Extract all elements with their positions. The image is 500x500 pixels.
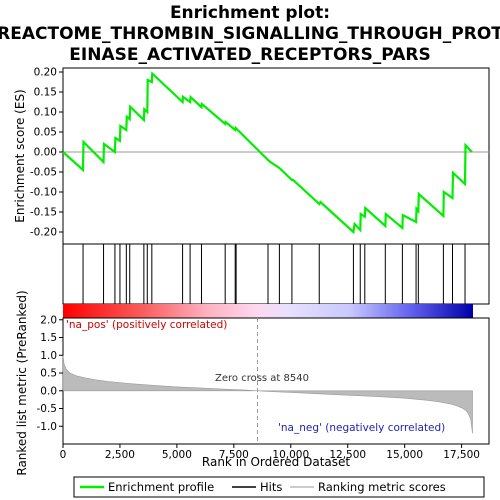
es-y-ticks: 0.20 0.15 0.10 0.05 0.00 -0.05 -0.10 -0.15 -0.20 xyxy=(30,67,63,239)
metric-y-ticks: 2.0 1.5 1.0 0.5 0.0 -0.5 -1.0 xyxy=(37,314,63,433)
es-y-tick-label: 0.05 xyxy=(34,127,57,139)
zero-cross-label: Zero cross at 8540 xyxy=(215,373,309,384)
hits-panel-frame xyxy=(62,243,490,305)
es-y-tick-label: -0.15 xyxy=(30,207,57,219)
chart-title-line-1: Enrichment plot: xyxy=(170,3,330,23)
es-y-axis-label: Enrichment score (ES) xyxy=(13,89,27,222)
chart-title-line-2: REACTOME_THROMBIN_SIGNALLING_THROUGH_PRO… xyxy=(0,24,500,44)
x-tick-label: 15,000 xyxy=(386,449,423,461)
x-tick-label: 10,000 xyxy=(272,449,309,461)
metric-y-tick-label: 0.5 xyxy=(40,368,57,380)
x-tick-label: 5,000 xyxy=(162,449,192,461)
x-tick-label: 17,500 xyxy=(443,449,480,461)
metric-y-tick-label: -0.5 xyxy=(37,403,58,415)
metric-y-tick-label: 0.0 xyxy=(40,385,57,397)
es-y-tick-label: -0.05 xyxy=(30,167,57,179)
chart-title-line-3: EINASE_ACTIVATED_RECEPTORS_PARS xyxy=(69,45,430,65)
ranking-metric-area xyxy=(62,355,473,434)
es-y-tick-label: 0.20 xyxy=(34,67,57,79)
metric-y-tick-label: 1.0 xyxy=(40,350,57,362)
x-tick-label: 2,500 xyxy=(105,449,135,461)
legend-enrichment-label: Enrichment profile xyxy=(108,480,214,494)
x-tick-label: 0 xyxy=(60,449,67,461)
positive-correlation-label: 'na_pos' (positively correlated) xyxy=(66,319,227,331)
metric-y-tick-label: 2.0 xyxy=(40,314,57,326)
enrichment-profile-line xyxy=(62,71,473,235)
hits-markers xyxy=(82,244,466,304)
metric-y-tick-label: -1.0 xyxy=(37,421,58,433)
negative-correlation-label: 'na_neg' (negatively correlated) xyxy=(278,422,445,434)
rank-color-bar xyxy=(63,304,473,318)
legend-hits-label: Hits xyxy=(260,480,282,494)
legend-metric-label: Ranking metric scores xyxy=(318,480,446,494)
es-y-tick-label: -0.10 xyxy=(30,187,57,199)
legend-box xyxy=(73,476,485,498)
x-tick-label: 12,500 xyxy=(329,449,366,461)
x-axis-label: Rank in Ordered Dataset xyxy=(202,455,350,469)
x-axis-ticks: 0 2,500 5,000 7,500 10,000 12,500 15,000 17,500 xyxy=(60,444,480,461)
es-panel-frame xyxy=(62,67,490,245)
es-y-tick-label: -0.20 xyxy=(30,227,57,239)
es-y-tick-label: 0.10 xyxy=(34,107,57,119)
metric-y-axis-label: Ranked list metric (PreRanked) xyxy=(15,290,29,475)
x-tick-label: 7,500 xyxy=(219,449,249,461)
es-y-tick-label: 0.15 xyxy=(34,87,57,99)
es-y-tick-label: 0.00 xyxy=(34,147,57,159)
metric-y-tick-label: 1.5 xyxy=(40,332,57,344)
